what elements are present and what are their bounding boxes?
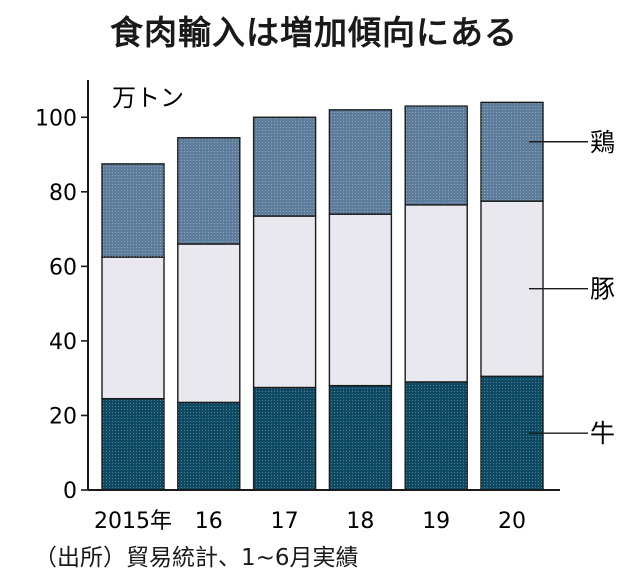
bar-texture-牛-3 <box>329 385 392 490</box>
bar-texture-鶏-4 <box>405 106 468 205</box>
bar-texture-鶏-3 <box>329 109 392 215</box>
x-tick-label-2: 17 <box>271 509 299 534</box>
x-axis-labels: 2015年 16 17 18 19 20 <box>94 509 526 534</box>
bar-texture-鶏-5 <box>481 102 543 202</box>
chart-source: （出所）貿易統計、1~6月実績 <box>34 545 359 571</box>
y-tick-label-20: 20 <box>49 404 77 429</box>
series-label-豚: 豚 <box>590 275 615 304</box>
series-labels: 牛豚鶏 <box>529 128 615 448</box>
bar-texture-牛-4 <box>405 381 468 490</box>
bar-texture-牛-0 <box>102 398 164 490</box>
y-tick-label-80: 80 <box>49 181 77 206</box>
bar-豚-1 <box>177 243 241 404</box>
bar-texture-牛-1 <box>177 402 240 490</box>
x-tick-label-1: 16 <box>195 509 223 534</box>
y-tick-label-0: 0 <box>63 479 77 504</box>
bar-texture-牛-2 <box>253 387 316 490</box>
series-label-鶏: 鶏 <box>590 128 615 157</box>
bar-豚-3 <box>328 213 393 387</box>
y-axis: 0 20 40 60 80 100 <box>35 80 560 504</box>
x-tick-label-0: 2015年 <box>94 509 172 534</box>
bar-texture-鶏-1 <box>177 137 240 244</box>
bar-豚-2 <box>252 215 317 389</box>
x-tick-label-5: 20 <box>498 509 526 534</box>
bar-texture-鶏-0 <box>102 163 164 258</box>
y-tick-label-60: 60 <box>49 255 77 280</box>
bars-layer <box>101 101 544 491</box>
x-tick-label-4: 19 <box>422 509 450 534</box>
series-label-牛: 牛 <box>590 419 615 448</box>
y-tick-label-100: 100 <box>35 106 77 131</box>
x-tick-label-3: 18 <box>346 509 374 534</box>
y-tick-label-40: 40 <box>49 330 77 355</box>
bar-texture-鶏-2 <box>253 117 316 217</box>
bar-豚-0 <box>101 256 165 400</box>
chart-title: 食肉輸入は増加傾向にある <box>110 13 518 52</box>
unit-label: 万トン <box>112 84 184 112</box>
bar-豚-4 <box>404 204 468 383</box>
